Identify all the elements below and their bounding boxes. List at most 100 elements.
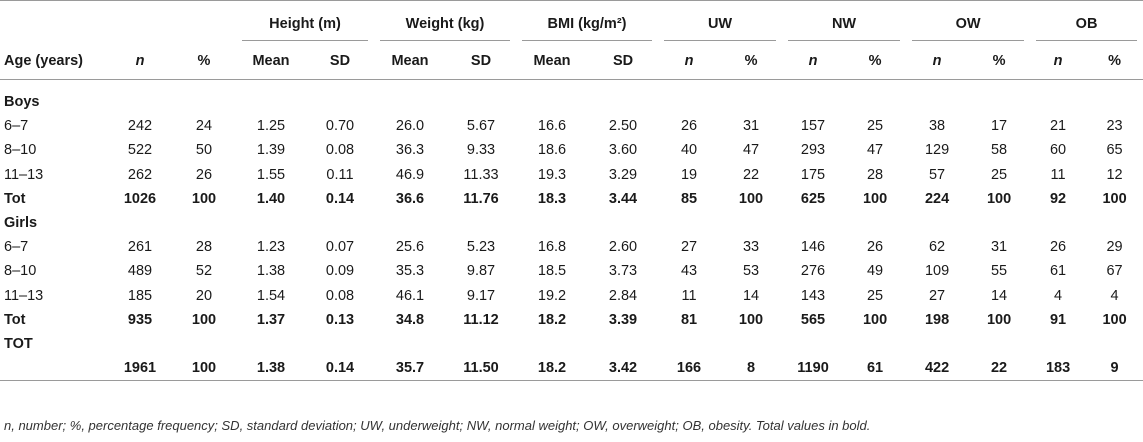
table-cell: 21	[1049, 118, 1067, 135]
table-cell: 28	[195, 239, 213, 256]
table-cell: 0.09	[325, 263, 355, 280]
table-cell: 183	[1030, 356, 1087, 382]
empty-cell	[720, 80, 782, 115]
table-cell: 28	[866, 166, 884, 183]
table-cell: 18.2	[516, 356, 589, 382]
table-cell: 0.08	[325, 142, 355, 159]
table-cell: 0.07	[325, 239, 355, 256]
table-cell: 65	[1106, 142, 1123, 159]
table-cell: 53	[742, 263, 760, 280]
header-nw: NW	[782, 0, 907, 51]
table-cell: 1.37	[256, 311, 286, 328]
table-cell: 52	[195, 263, 213, 280]
empty-cell	[1030, 80, 1086, 115]
table-cell: 14	[990, 287, 1008, 304]
table-cell: 565	[800, 311, 826, 328]
row-label: 6–7	[4, 239, 29, 256]
table-cell: 18.5	[537, 263, 567, 280]
table-cell: 146	[800, 239, 826, 256]
empty-cell	[968, 80, 1030, 115]
empty-cell	[658, 211, 720, 235]
header-bmi: BMI (kg/m²)	[516, 0, 659, 51]
group-row-tot: TOT	[0, 332, 1143, 356]
row-label: Tot	[4, 311, 26, 328]
header-ob-pct: %	[1086, 51, 1143, 80]
table-cell: 1.25	[256, 118, 286, 135]
header-nw-n: n	[782, 51, 845, 80]
table-cell: 61	[844, 356, 907, 382]
header-height-mean: Mean	[236, 51, 306, 80]
empty-cell	[906, 332, 968, 356]
empty-cell	[172, 332, 236, 356]
table-cell: 9	[1086, 356, 1143, 382]
header-weight: Weight (kg)	[374, 0, 517, 51]
empty-cell	[906, 211, 968, 235]
header-uw-pct: %	[720, 51, 783, 80]
table-cell: 1.38	[256, 263, 286, 280]
table-cell: 18.2	[537, 311, 567, 328]
group-label: Girls	[4, 215, 38, 232]
table-cell: 18.3	[537, 190, 567, 207]
empty-cell	[968, 332, 1030, 356]
table-footnote: n, number; %, percentage frequency; SD, …	[4, 418, 871, 433]
table-cell: 9.87	[466, 263, 496, 280]
grand-total-row: 1961 100 1.38 0.14 35.7 11.50 18.2 3.42 166 8 1190…	[0, 356, 1143, 382]
table-cell: 0.08	[325, 287, 355, 304]
table-cell: 19.3	[537, 166, 567, 183]
table-cell: 24	[195, 118, 213, 135]
table-row: 8–10 489 52 1.38 0.09 35.3 9.87 18.5 3.73 43 53 276…	[0, 259, 1143, 283]
table-cell: 11	[1050, 166, 1066, 183]
table-cell: 36.6	[395, 190, 425, 207]
row-label: 8–10	[4, 142, 37, 159]
table-cell: 9.33	[466, 142, 496, 159]
table-cell: 185	[127, 287, 153, 304]
table-cell: 20	[195, 287, 213, 304]
table-cell: 100	[862, 190, 888, 207]
total-row-boys: Tot 1026 100 1.40 0.14 36.6 11.76 18.3 3.44 85 100…	[0, 187, 1143, 211]
table-cell: 129	[924, 142, 950, 159]
empty-cell	[108, 332, 172, 356]
table-cell: 92	[1049, 190, 1067, 207]
table-cell: 0.14	[306, 356, 374, 382]
table-cell: 16.8	[537, 239, 567, 256]
empty-cell	[782, 211, 844, 235]
header-weight-mean: Mean	[374, 51, 446, 80]
table-cell: 11.12	[463, 311, 499, 328]
header-ow-pct: %	[968, 51, 1031, 80]
table-cell: 27	[928, 287, 946, 304]
empty-cell	[446, 332, 516, 356]
table-cell: 50	[195, 142, 213, 159]
table-cell: 85	[680, 190, 698, 207]
table-cell: 31	[742, 118, 760, 135]
table-cell: 1190	[782, 356, 845, 382]
empty-cell	[172, 211, 236, 235]
empty-cell	[374, 211, 446, 235]
table-cell: 4	[1110, 287, 1119, 304]
table-cell: 14	[742, 287, 760, 304]
group-row-girls: Girls	[0, 211, 1143, 235]
table-cell: 36.3	[395, 142, 425, 159]
table-cell: 91	[1049, 311, 1067, 328]
table-cell: 157	[800, 118, 826, 135]
group-label: TOT	[4, 335, 33, 352]
table-row: 11–13 185 20 1.54 0.08 46.1 9.17 19.2 2.84 11 14 14…	[0, 284, 1143, 308]
table-cell: 1.38	[236, 356, 306, 382]
table-cell: 1.40	[256, 190, 286, 207]
table-cell: 0.13	[325, 311, 355, 328]
table-cell: 11.50	[446, 356, 517, 382]
table-cell: 1.23	[256, 239, 286, 256]
table-cell: 100	[191, 190, 217, 207]
empty-cell	[516, 80, 588, 115]
empty-cell	[1030, 211, 1086, 235]
table-cell: 8	[720, 356, 783, 382]
row-label: 8–10	[4, 263, 37, 280]
table-cell: 1.54	[256, 287, 286, 304]
table-cell: 1.55	[256, 166, 286, 183]
empty-cell	[588, 332, 658, 356]
table-cell: 224	[924, 190, 950, 207]
table-cell: 57	[928, 166, 946, 183]
table-cell: 4	[1054, 287, 1063, 304]
empty-cell	[306, 332, 374, 356]
empty-cell	[588, 211, 658, 235]
table-cell: 2.84	[608, 287, 638, 304]
